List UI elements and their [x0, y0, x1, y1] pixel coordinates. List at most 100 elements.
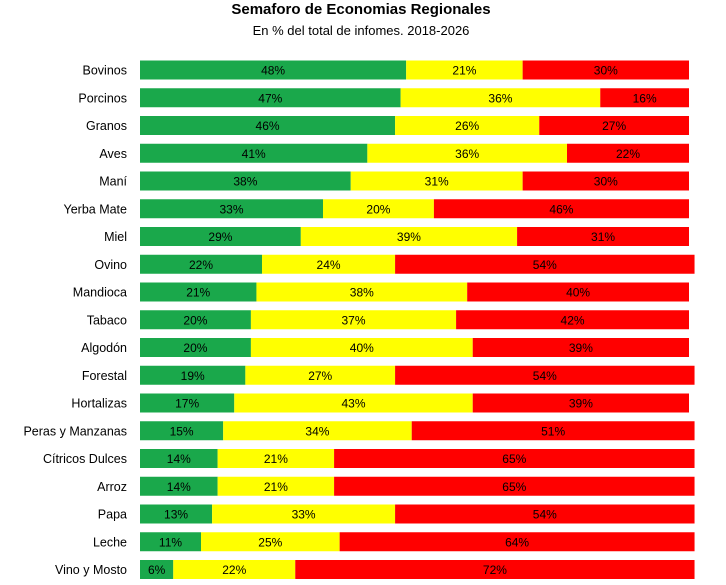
bar-segment-yellow: [256, 282, 468, 302]
bar-segment-yellow: [201, 532, 340, 552]
bar-segment-yellow: [217, 476, 335, 496]
data-label: 27%: [308, 369, 332, 383]
category-label: Leche: [93, 535, 127, 549]
bar-row: Aves 41% 36% 22%: [99, 143, 689, 163]
bar-row: Maní 38% 31% 30%: [99, 171, 689, 191]
bar-segment-green: [140, 560, 174, 579]
bar-segment-red: [395, 254, 695, 274]
data-label: 64%: [505, 535, 529, 549]
bar-segment-green: [140, 476, 218, 496]
bar-segment-yellow: [245, 365, 396, 385]
bar-segment-red: [395, 504, 695, 524]
data-label: 46%: [256, 119, 280, 133]
data-label: 22%: [222, 563, 246, 577]
bar-segment-yellow: [350, 171, 523, 191]
data-label: 54%: [533, 369, 557, 383]
bar-segment-red: [395, 365, 695, 385]
chart-title: Semaforo de Economias Regionales: [231, 1, 490, 18]
bar-segment-red: [472, 338, 689, 357]
data-label: 54%: [533, 508, 557, 522]
bar-row: Cítricos Dulces 14% 21% 65%: [43, 449, 695, 468]
bar-segment-red: [522, 60, 689, 80]
bar-segment-green: [140, 282, 257, 302]
category-label: Maní: [99, 175, 127, 189]
category-label: Vino y Mosto: [55, 563, 127, 577]
bar-segment-yellow: [250, 310, 457, 330]
data-label: 21%: [186, 286, 210, 300]
category-label: Hortalizas: [71, 397, 127, 411]
data-label: 47%: [258, 91, 282, 105]
data-label: 33%: [219, 202, 243, 216]
bar-row: Papa 13% 33% 54%: [98, 504, 695, 524]
data-label: 40%: [350, 341, 374, 355]
data-label: 31%: [425, 175, 449, 189]
bar-segment-red: [600, 88, 689, 108]
category-label: Cítricos Dulces: [43, 452, 127, 466]
bar-segment-red: [517, 227, 689, 246]
bar-segment-yellow: [223, 421, 412, 441]
bar-segment-green: [140, 365, 246, 385]
bar-row: Miel 29% 39% 31%: [104, 227, 689, 246]
data-label: 65%: [502, 452, 526, 466]
bar-segment-green: [140, 60, 407, 80]
data-label: 43%: [341, 397, 365, 411]
category-label: Papa: [98, 508, 127, 522]
bar-row: Algodón 20% 40% 39%: [81, 338, 689, 357]
bar-row: Mandioca 21% 38% 40%: [73, 282, 689, 302]
data-label: 24%: [317, 258, 341, 272]
bar-row: Yerba Mate 33% 20% 46%: [64, 199, 689, 219]
data-label: 40%: [566, 286, 590, 300]
data-label: 30%: [594, 64, 618, 78]
bar-row: Porcinos 47% 36% 16%: [78, 88, 689, 108]
data-label: 36%: [488, 91, 512, 105]
category-label: Peras y Manzanas: [23, 424, 127, 438]
bar-segment-yellow: [406, 60, 523, 80]
bar-segment-green: [140, 227, 301, 246]
bar-row: Bovinos 48% 21% 30%: [83, 60, 689, 80]
data-label: 13%: [164, 508, 188, 522]
data-label: 46%: [549, 202, 573, 216]
category-label: Miel: [104, 230, 127, 244]
bar-segment-red: [334, 449, 695, 468]
data-label: 19%: [181, 369, 205, 383]
bar-segment-red: [467, 282, 689, 302]
category-label: Porcinos: [78, 91, 127, 105]
category-label: Arroz: [97, 480, 127, 494]
data-label: 21%: [264, 452, 288, 466]
bar-segment-yellow: [173, 560, 296, 579]
data-label: 48%: [261, 64, 285, 78]
bar-segment-red: [339, 532, 695, 552]
data-label: 14%: [167, 480, 191, 494]
bars-group: Bovinos 48% 21% 30% Porcinos 47% 36% 16% Granos 4…: [23, 60, 695, 579]
bar-segment-yellow: [323, 199, 434, 219]
data-label: 36%: [455, 147, 479, 161]
data-label: 39%: [569, 397, 593, 411]
bar-segment-yellow: [262, 254, 396, 274]
bar-segment-green: [140, 199, 323, 219]
bar-segment-yellow: [212, 504, 396, 524]
category-label: Bovinos: [83, 64, 127, 78]
bar-segment-yellow: [400, 88, 601, 108]
data-label: 30%: [594, 175, 618, 189]
bar-row: Ovino 22% 24% 54%: [94, 254, 695, 274]
data-label: 21%: [452, 64, 476, 78]
data-label: 17%: [175, 397, 199, 411]
data-label: 51%: [541, 424, 565, 438]
bar-segment-red: [334, 476, 695, 496]
bar-segment-yellow: [217, 449, 335, 468]
data-label: 31%: [591, 230, 615, 244]
bar-row: Leche 11% 25% 64%: [93, 532, 695, 552]
chart-subtitle: En % del total de infomes. 2018-2026: [253, 23, 470, 38]
category-label: Aves: [99, 147, 127, 161]
data-label: 26%: [455, 119, 479, 133]
bar-row: Forestal 19% 27% 54%: [82, 365, 695, 385]
data-label: 39%: [397, 230, 421, 244]
bar-segment-green: [140, 532, 201, 552]
category-label: Yerba Mate: [64, 202, 128, 216]
data-label: 14%: [167, 452, 191, 466]
bar-segment-green: [140, 504, 213, 524]
bar-segment-yellow: [234, 393, 473, 413]
data-label: 20%: [183, 313, 207, 327]
